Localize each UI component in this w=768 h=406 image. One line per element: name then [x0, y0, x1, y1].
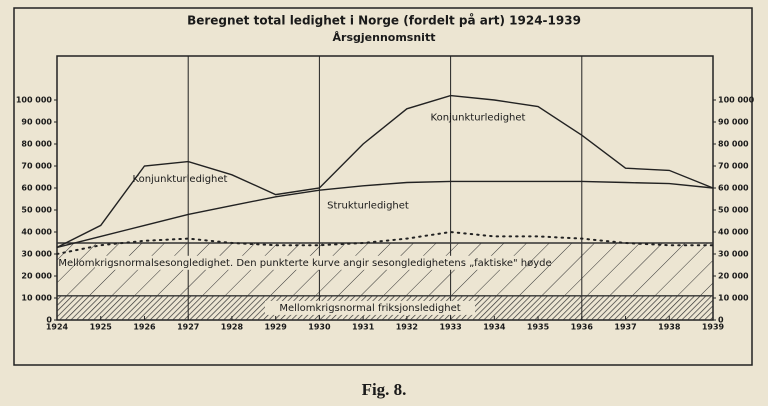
x-tick-label: 1937 [614, 323, 636, 332]
caption: Fig. 8. [362, 380, 407, 399]
series-label: Konjunkturledighet [133, 174, 228, 185]
series-line [56, 94, 714, 249]
y-tick-label: 20 000 [21, 272, 52, 281]
series-label: Strukturledighet [327, 201, 409, 212]
x-tick-label: 1933 [439, 323, 461, 332]
x-tick-label: 1925 [90, 323, 113, 332]
x-tick-label: 1935 [527, 323, 550, 332]
y2-tick-label: 20 000 [718, 272, 749, 281]
y-tick-label: 10 000 [21, 294, 52, 303]
y2-tick-label: 80 000 [718, 140, 749, 149]
y-tick-label: 60 000 [21, 184, 52, 193]
x-tick-label: 1930 [308, 323, 331, 332]
y2-tick-label: 30 000 [718, 250, 749, 259]
y2-tick-label: 50 000 [718, 206, 749, 215]
y-tick-label: 80 000 [21, 140, 52, 149]
y-tick-label: 70 000 [21, 162, 52, 171]
x-tick-label: 1924 [46, 323, 69, 332]
y-tick-label: 30 000 [21, 250, 52, 259]
x-tick-label: 1938 [658, 323, 681, 332]
x-tick-label: 1936 [571, 323, 594, 332]
series-label: Mellomkrigsnormal friksjonsledighet [279, 303, 460, 314]
x-tick-label: 1931 [352, 323, 375, 332]
y-tick-label: 100 000 [16, 96, 53, 105]
y2-tick-label: 70 000 [718, 162, 749, 171]
chart-subtitle: Årsgjennomsnitt [333, 31, 436, 44]
y2-tick-label: 0 [718, 316, 724, 325]
y-tick-label: 50 000 [21, 206, 52, 215]
x-tick-label: 1926 [133, 323, 156, 332]
y-tick-label: 0 [46, 316, 52, 325]
series-line [56, 230, 714, 255]
x-tick-label: 1928 [221, 323, 244, 332]
label-bg [265, 300, 475, 315]
x-tick-label: 1932 [396, 323, 418, 332]
chart-title: Beregnet total ledighet i Norge (fordelt… [187, 14, 581, 28]
y2-tick-label: 90 000 [718, 118, 749, 127]
x-tick-label: 1927 [177, 323, 199, 332]
x-tick-label: 1934 [483, 323, 506, 332]
x-tick-label: 1929 [265, 323, 288, 332]
y2-tick-label: 60 000 [718, 184, 749, 193]
series-label: Mellomkrigsnormalsesongledighet. Den pun… [58, 258, 551, 269]
y2-tick-label: 10 000 [718, 294, 749, 303]
y-tick-label: 40 000 [21, 228, 52, 237]
series-line [56, 180, 714, 249]
series-label: Konjunkturledighet [431, 113, 526, 124]
x-tick-label: 1939 [702, 323, 725, 332]
outer-frame [13, 7, 753, 366]
y-tick-label: 90 000 [21, 118, 52, 127]
y2-tick-label: 100 000 [718, 96, 755, 105]
y2-tick-label: 40 000 [718, 228, 749, 237]
label-bg [95, 255, 515, 270]
